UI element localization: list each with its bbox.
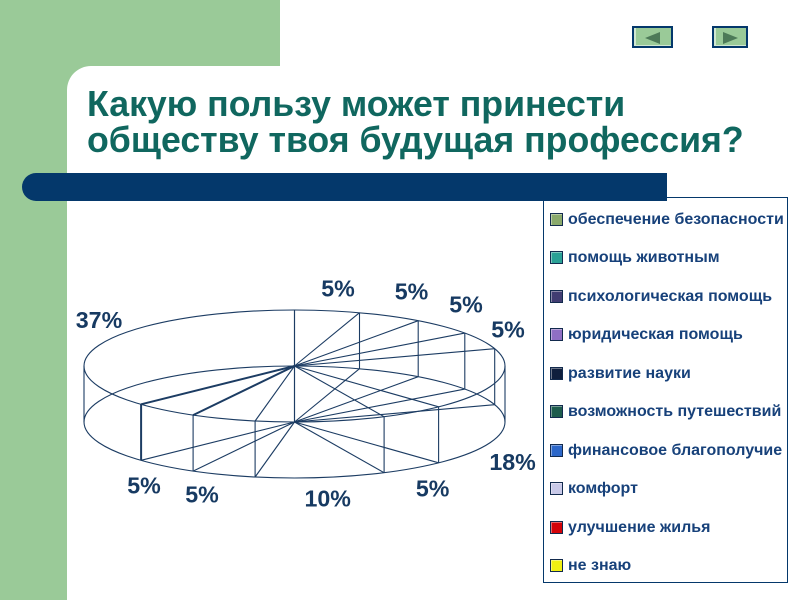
svg-text:5%: 5% (321, 276, 355, 302)
svg-text:18%: 18% (489, 449, 535, 475)
svg-text:5%: 5% (491, 317, 525, 343)
svg-text:5%: 5% (449, 292, 483, 318)
svg-text:5%: 5% (395, 279, 429, 305)
svg-text:37%: 37% (76, 307, 122, 333)
svg-text:10%: 10% (304, 486, 350, 512)
svg-text:5%: 5% (127, 473, 161, 499)
svg-text:5%: 5% (185, 482, 219, 508)
svg-text:5%: 5% (416, 476, 450, 502)
